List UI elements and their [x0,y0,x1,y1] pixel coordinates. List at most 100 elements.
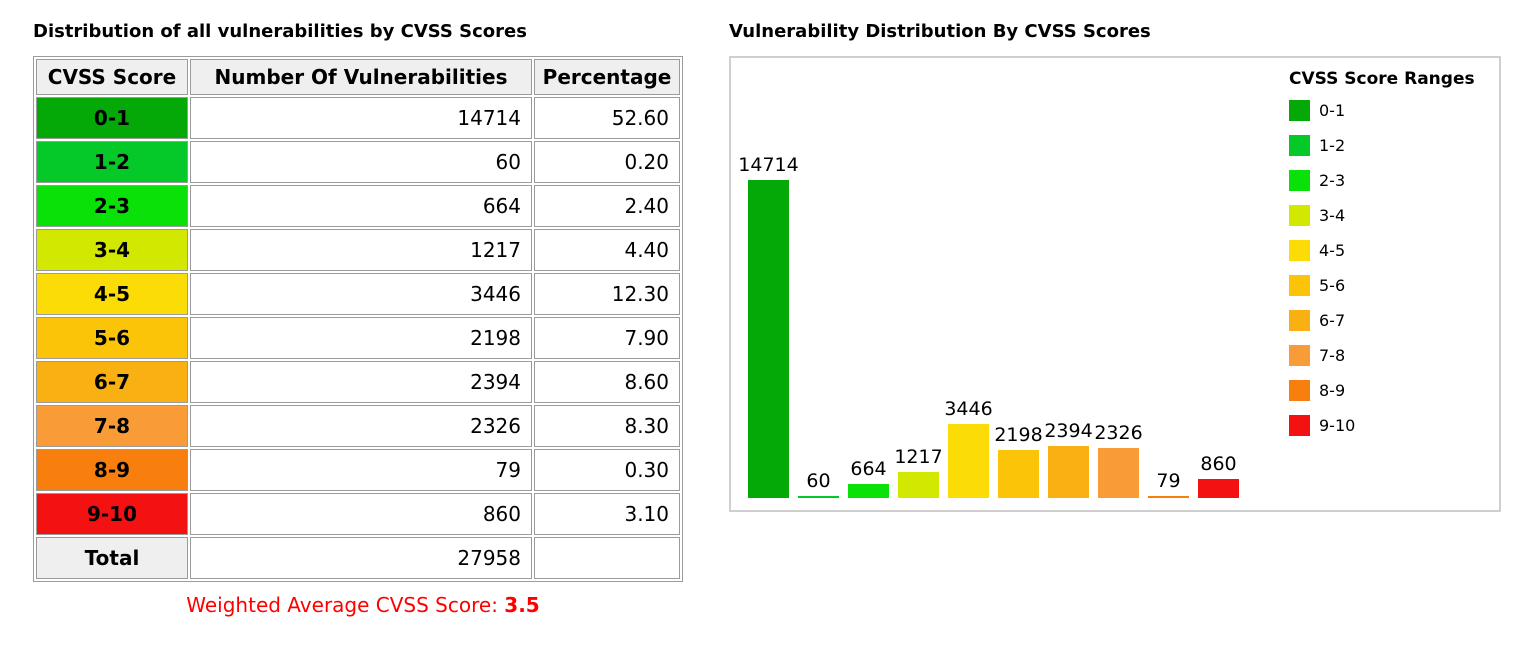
bar-group: 2394 [1044,420,1093,498]
bar [1098,448,1139,498]
legend-swatch [1289,169,1310,191]
score-range-cell: 6-7 [36,361,188,403]
bar-value-label: 2394 [1044,420,1093,442]
bar-value-label: 2198 [994,424,1043,446]
column-header-0: CVSS Score [36,59,188,95]
bar-value-label: 1217 [894,446,943,468]
weighted-average-value: 3.5 [504,593,540,617]
legend-label: 5-6 [1319,275,1346,295]
bar-group: 2326 [1094,422,1143,498]
weighted-average-line: Weighted Average CVSS Score: 3.5 [33,593,693,617]
bar-group: 860 [1198,453,1239,498]
table-row: 8-9 79 0.30 [36,449,680,491]
legend-item: 1-2 [1289,134,1475,156]
legend-swatch [1289,134,1310,156]
bar [848,484,889,498]
legend-label: 7-8 [1319,345,1346,365]
count-cell: 2326 [190,405,532,447]
legend-swatch [1289,204,1310,226]
bars-container: 14714 60 664 1217 3446 2198 2394 2326 79 860 [738,154,1239,498]
legend-label: 2-3 [1319,170,1346,190]
cvss-distribution-table: CVSS Score Number Of Vulnerabilities Perce… [33,56,683,582]
legend-label: 4-5 [1319,240,1346,260]
legend-swatch [1289,414,1310,436]
bar-value-label: 79 [1156,470,1181,492]
bar [898,472,939,498]
table-header-row: CVSS Score Number Of Vulnerabilities Perce… [36,59,680,95]
table-row: 6-7 2394 8.60 [36,361,680,403]
cvss-table-section: Distribution of all vulnerabilities by C… [33,21,693,617]
percentage-cell: 8.60 [534,361,680,403]
legend-item: 7-8 [1289,344,1475,366]
percentage-cell: 0.20 [534,141,680,183]
legend-item: 2-3 [1289,169,1475,191]
total-percentage-cell [534,537,680,579]
legend-swatch [1289,239,1310,261]
legend-items: 0-1 1-2 2-3 3-4 4-5 5-6 6-7 7-8 8-9 9-10 [1289,99,1475,436]
table-row: 7-8 2326 8.30 [36,405,680,447]
score-range-cell: 5-6 [36,317,188,359]
score-range-cell: 1-2 [36,141,188,183]
count-cell: 1217 [190,229,532,271]
count-cell: 2394 [190,361,532,403]
bar-group: 1217 [894,446,943,498]
bar-value-label: 860 [1200,453,1237,475]
bar-group: 3446 [944,398,993,498]
legend-swatch [1289,379,1310,401]
table-row: 4-5 3446 12.30 [36,273,680,315]
bar [998,450,1039,498]
chart-title: Vulnerability Distribution By CVSS Score… [729,21,1151,42]
score-range-cell: 0-1 [36,97,188,139]
legend-swatch [1289,309,1310,331]
legend-item: 5-6 [1289,274,1475,296]
table-title: Distribution of all vulnerabilities by C… [33,21,527,42]
legend-item: 8-9 [1289,379,1475,401]
legend-item: 9-10 [1289,414,1475,436]
legend-item: 6-7 [1289,309,1475,331]
legend-title: CVSS Score Ranges [1289,69,1475,89]
bar-value-label: 3446 [944,398,993,420]
count-cell: 14714 [190,97,532,139]
legend-label: 8-9 [1319,380,1346,400]
bar-group: 60 [798,470,839,498]
table-row: 9-10 860 3.10 [36,493,680,535]
count-cell: 860 [190,493,532,535]
table-row: 5-6 2198 7.90 [36,317,680,359]
column-header-1: Number Of Vulnerabilities [190,59,532,95]
count-cell: 2198 [190,317,532,359]
count-cell: 664 [190,185,532,227]
score-range-cell: 4-5 [36,273,188,315]
cvss-chart-section: Vulnerability Distribution By CVSS Score… [729,21,1501,512]
score-range-cell: 3-4 [36,229,188,271]
percentage-cell: 3.10 [534,493,680,535]
bar-group: 79 [1148,470,1189,498]
table-total-row: Total 27958 [36,537,680,579]
bar-group: 14714 [738,154,799,498]
legend-swatch [1289,344,1310,366]
bar [948,424,989,498]
percentage-cell: 0.30 [534,449,680,491]
score-range-cell: 2-3 [36,185,188,227]
legend-label: 6-7 [1319,310,1346,330]
percentage-cell: 4.40 [534,229,680,271]
score-range-cell: 9-10 [36,493,188,535]
table-row: 3-4 1217 4.40 [36,229,680,271]
bar-value-label: 2326 [1094,422,1143,444]
bar-group: 2198 [994,424,1043,498]
bar [1048,446,1089,498]
count-cell: 79 [190,449,532,491]
legend-item: 0-1 [1289,99,1475,121]
total-count-cell: 27958 [190,537,532,579]
bar [1198,479,1239,498]
percentage-cell: 7.90 [534,317,680,359]
bar-value-label: 14714 [738,154,799,176]
table-row: 2-3 664 2.40 [36,185,680,227]
legend-label: 1-2 [1319,135,1346,155]
legend-label: 9-10 [1319,415,1356,435]
bar-group: 664 [848,458,889,498]
bar-value-label: 60 [806,470,831,492]
chart-legend: CVSS Score Ranges 0-1 1-2 2-3 3-4 4-5 5-6 6-7 7… [1289,69,1475,449]
table-row: 0-1 14714 52.60 [36,97,680,139]
legend-swatch [1289,99,1310,121]
score-range-cell: 8-9 [36,449,188,491]
